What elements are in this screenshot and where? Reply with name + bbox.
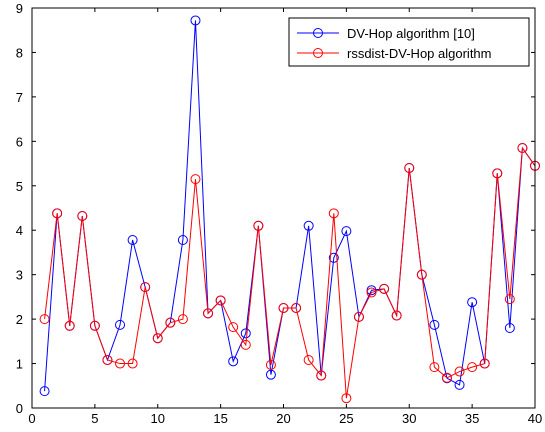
legend-marker [313,28,323,38]
data-point [64,320,75,331]
data-point [429,319,440,330]
data-point [416,269,427,280]
legend-label: rssdist-DV-Hop algorithm [347,46,492,61]
y-tick-label: 1 [16,357,23,372]
data-point [366,287,377,298]
data-point [379,283,390,294]
y-tick-label: 3 [16,268,23,283]
data-point [316,370,327,381]
data-point [492,168,503,179]
data-point [190,174,201,185]
data-point [454,379,465,390]
legend: DV-Hop algorithm [10] rssdist-DV-Hop algo… [288,17,530,67]
data-point [102,355,113,365]
data-point [115,358,126,369]
data-point [89,320,100,331]
data-point [391,310,402,321]
data-point [177,235,188,245]
data-point [479,358,490,369]
y-tick-label: 0 [16,401,23,416]
data-point [467,362,478,373]
legend-box [288,17,530,67]
x-tick-label: 10 [151,411,165,426]
y-tick-label: 7 [16,90,23,105]
series-layer [39,15,540,404]
data-point [253,220,264,231]
data-point [39,386,50,397]
y-tick-label: 2 [16,312,23,327]
y-tick-label: 6 [16,134,23,149]
plot-frame [31,7,536,409]
data-point [404,163,415,173]
legend-label: DV-Hop algorithm [10] [347,26,475,41]
x-tick-label: 15 [213,411,227,426]
data-point [429,362,440,373]
legend-entry: DV-Hop algorithm [10] [297,26,475,41]
data-point [140,282,151,293]
y-tick-label: 5 [16,179,23,194]
data-point [353,311,364,322]
y-tick-label: 4 [16,223,23,238]
data-point [228,356,239,367]
data-point [127,358,138,369]
y-tick-label: 8 [16,45,23,60]
axis-ticks: 0 5 10 15 20 25 30 35 40 0 1 2 3 4 5 6 7 8 9 [16,1,542,426]
data-point [278,303,289,313]
x-tick-label: 35 [465,411,479,426]
data-point [467,297,478,308]
data-point [215,295,226,306]
data-point [240,328,251,339]
data-point [303,220,314,231]
data-point [366,285,377,296]
data-point [203,308,214,319]
legend-marker [313,48,323,58]
data-point [127,235,138,245]
data-point [328,208,339,219]
data-point [303,355,314,365]
data-point [115,319,126,330]
y-tick-label: 9 [16,1,23,16]
x-tick-label: 5 [91,411,98,426]
data-point [517,143,528,153]
data-point [265,359,276,370]
data-point [152,333,163,344]
data-point [504,323,515,333]
x-tick-label: 20 [276,411,290,426]
data-point [52,208,63,219]
data-point [328,252,339,263]
x-tick-label: 0 [28,411,35,426]
data-point [165,317,176,328]
series-2 [39,143,540,404]
x-tick-label: 30 [402,411,416,426]
data-point [341,393,352,404]
data-point [177,314,188,325]
data-point [291,303,302,313]
data-point [504,294,515,305]
data-point [190,15,201,26]
series-line [44,146,536,399]
data-point [240,339,251,350]
data-point [441,372,452,383]
plot-area [32,8,535,408]
data-point [454,366,465,377]
legend-entry: rssdist-DV-Hop algorithm [297,46,492,61]
data-point [228,322,239,333]
data-point [341,226,352,237]
data-point [77,211,88,221]
data-point [265,369,276,380]
data-point [39,314,50,325]
x-tick-label: 40 [528,411,542,426]
x-tick-label: 25 [339,411,353,426]
